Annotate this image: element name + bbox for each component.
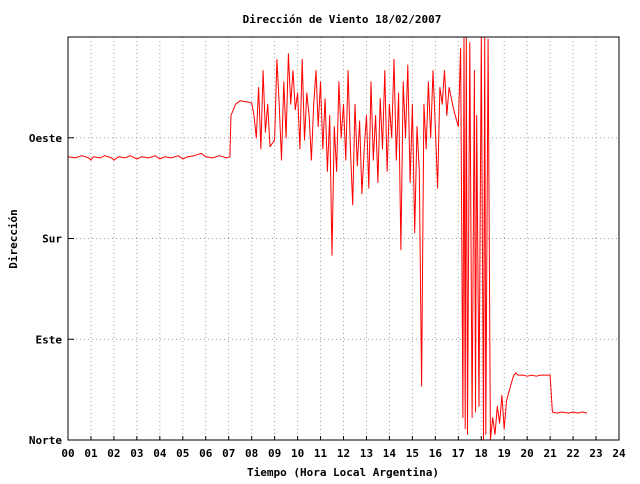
x-tick-label: 22 [566,447,579,460]
x-axis-label: Tiempo (Hora Local Argentina) [247,466,439,479]
x-tick-label: 11 [314,447,328,460]
x-tick-label: 06 [199,447,213,460]
x-axis-ticks: 00 01 02 03 04 05 06 07 08 09 10 11 12 13 14 15 16 17 18 19… [61,436,626,460]
series-layer [67,36,588,441]
x-tick-label: 16 [429,447,443,460]
x-tick-label: 14 [383,447,397,460]
x-tick-label: 00 [61,447,74,460]
y-tick-label: Este [36,333,63,346]
x-tick-label: 17 [452,447,465,460]
x-tick-label: 03 [130,447,143,460]
x-tick-label: 15 [406,447,419,460]
x-tick-label: 19 [498,447,511,460]
y-axis-ticks: Norte Este Sur Oeste [29,132,74,447]
x-tick-label: 20 [521,447,534,460]
x-tick-label: 05 [176,447,189,460]
x-tick-label: 01 [84,447,98,460]
grid-lines [68,37,619,440]
x-tick-label: 08 [245,447,258,460]
x-tick-label: 02 [107,447,120,460]
x-tick-label: 21 [544,447,558,460]
y-axis-label: Dirección [7,209,20,269]
x-tick-label: 13 [360,447,373,460]
x-tick-label: 09 [268,447,281,460]
y-tick-label: Sur [42,233,62,246]
y-tick-label: Norte [29,434,62,447]
y-tick-label: Oeste [29,132,62,145]
x-tick-label: 04 [153,447,167,460]
x-tick-label: 23 [589,447,602,460]
wind-direction-series-line [67,36,588,441]
x-tick-label: 07 [222,447,235,460]
x-tick-label: 24 [612,447,626,460]
x-tick-label: 10 [291,447,304,460]
chart-title: Dirección de Viento 18/02/2007 [243,13,442,26]
x-tick-label: 12 [337,447,350,460]
x-tick-label: 18 [475,447,488,460]
